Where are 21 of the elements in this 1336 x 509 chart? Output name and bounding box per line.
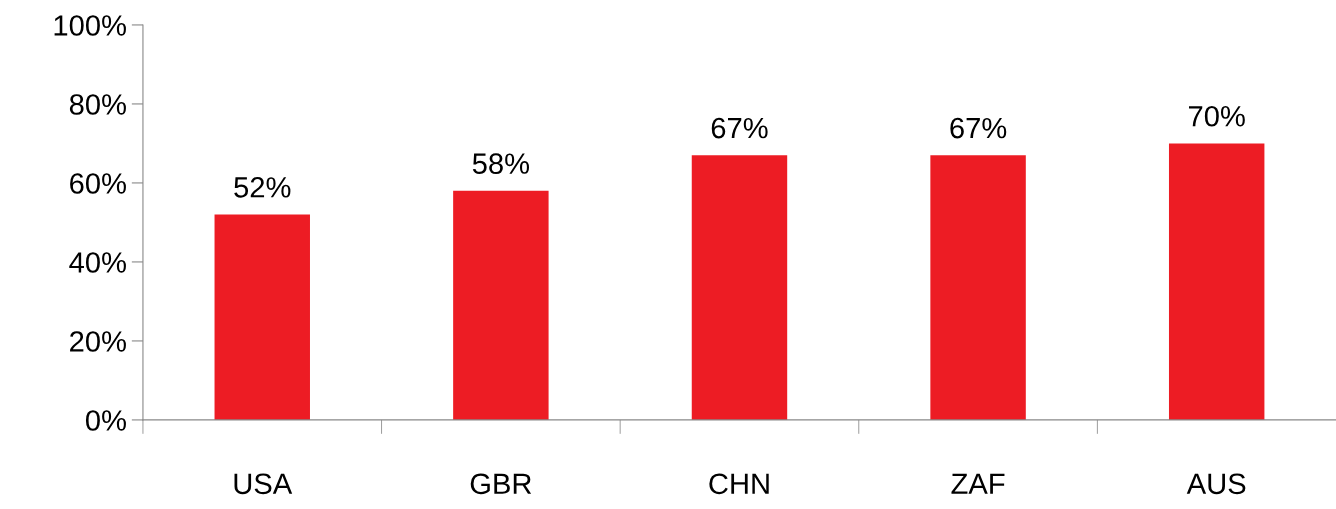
x-tick-label: ZAF bbox=[951, 473, 1005, 494]
y-tick-label: 0% bbox=[85, 410, 126, 431]
x-tick-label: AUS bbox=[1186, 473, 1246, 495]
bar bbox=[1168, 143, 1265, 420]
y-tick-label: 80% bbox=[69, 94, 126, 115]
data-label: 67% bbox=[950, 117, 1007, 139]
bar bbox=[214, 214, 310, 420]
x-tick-label: USA bbox=[234, 473, 293, 495]
data-label: 70% bbox=[1189, 105, 1245, 127]
bar bbox=[930, 155, 1026, 420]
x-tick-label: GBR bbox=[470, 473, 532, 495]
data-label: 52% bbox=[234, 177, 291, 198]
data-label: 67% bbox=[711, 117, 768, 139]
data-label: 58% bbox=[472, 153, 530, 174]
bar bbox=[691, 155, 788, 420]
y-tick-label: 60% bbox=[70, 173, 126, 194]
x-tick-label: CHN bbox=[709, 473, 769, 495]
y-tick-label: 40% bbox=[69, 252, 126, 273]
y-tick-label: 20% bbox=[70, 331, 126, 352]
bar bbox=[453, 190, 549, 420]
y-tick-label: 100% bbox=[54, 15, 126, 36]
